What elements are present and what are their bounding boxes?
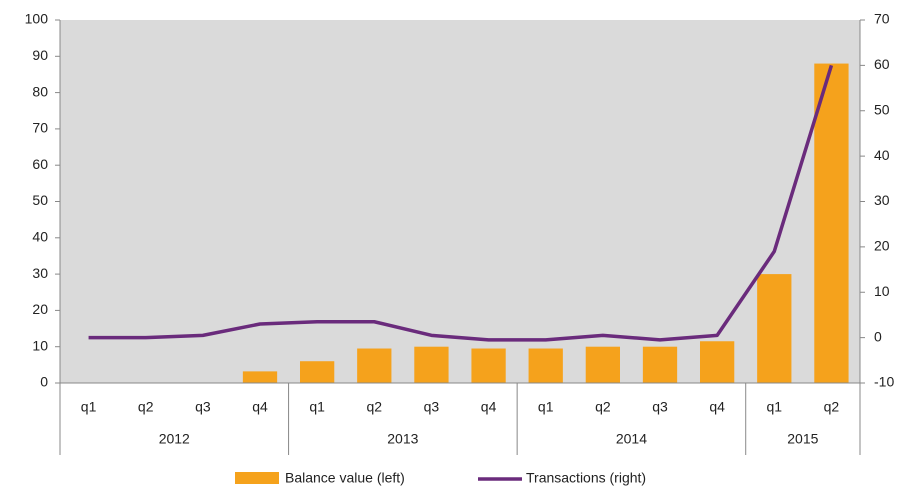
bar (700, 341, 735, 383)
y-tick-label: 70 (32, 120, 48, 136)
y-tick-label: 90 (32, 47, 48, 63)
x-tick-label: q3 (195, 399, 211, 415)
y2-tick-label: 70 (874, 11, 890, 27)
y-tick-label: 0 (40, 374, 48, 390)
x-tick-label: q1 (766, 399, 782, 415)
bar (471, 348, 506, 383)
bar (357, 348, 392, 383)
y2-tick-label: 10 (874, 283, 890, 299)
group-label: 2013 (387, 431, 418, 447)
legend-swatch (235, 472, 279, 484)
legend-label: Transactions (right) (526, 470, 646, 486)
bar (242, 371, 278, 383)
bar (528, 348, 563, 383)
bar (585, 346, 620, 383)
x-tick-label: q2 (366, 399, 382, 415)
y-tick-label: 20 (32, 301, 48, 317)
x-tick-label: q1 (309, 399, 325, 415)
bar (814, 63, 849, 384)
y2-tick-label: 40 (874, 147, 890, 163)
y-tick-label: 60 (32, 156, 48, 172)
y2-tick-label: -10 (874, 374, 894, 390)
bar (757, 274, 792, 383)
line (88, 64, 834, 342)
x-tick-label: q4 (481, 399, 497, 415)
x-tick-label: q2 (824, 399, 840, 415)
group-label: 2012 (159, 431, 190, 447)
y2-tick-label: 60 (874, 56, 890, 72)
y-tick-label: 30 (32, 265, 48, 281)
group-label: 2015 (787, 431, 818, 447)
x-tick-label: q1 (81, 399, 97, 415)
y2-tick-label: 20 (874, 238, 890, 254)
bar (414, 346, 449, 383)
y2-tick-label: 30 (874, 192, 890, 208)
plot-area (60, 20, 860, 383)
x-tick-label: q2 (595, 399, 611, 415)
x-tick-label: q3 (424, 399, 440, 415)
group-label: 2014 (616, 431, 647, 447)
x-tick-label: q2 (138, 399, 154, 415)
x-tick-label: q4 (252, 399, 268, 415)
y-tick-label: 100 (25, 11, 49, 27)
x-tick-label: q4 (709, 399, 725, 415)
bar (642, 346, 678, 383)
x-tick-label: q3 (652, 399, 668, 415)
y2-tick-label: 50 (874, 101, 890, 117)
x-tick-label: q1 (538, 399, 554, 415)
y2-tick-label: 0 (874, 328, 882, 344)
legend-label: Balance value (left) (285, 470, 405, 486)
bar (300, 361, 335, 383)
y-tick-label: 40 (32, 229, 48, 245)
y-tick-label: 80 (32, 83, 48, 99)
y-tick-label: 10 (32, 337, 48, 353)
y-tick-label: 50 (32, 192, 48, 208)
